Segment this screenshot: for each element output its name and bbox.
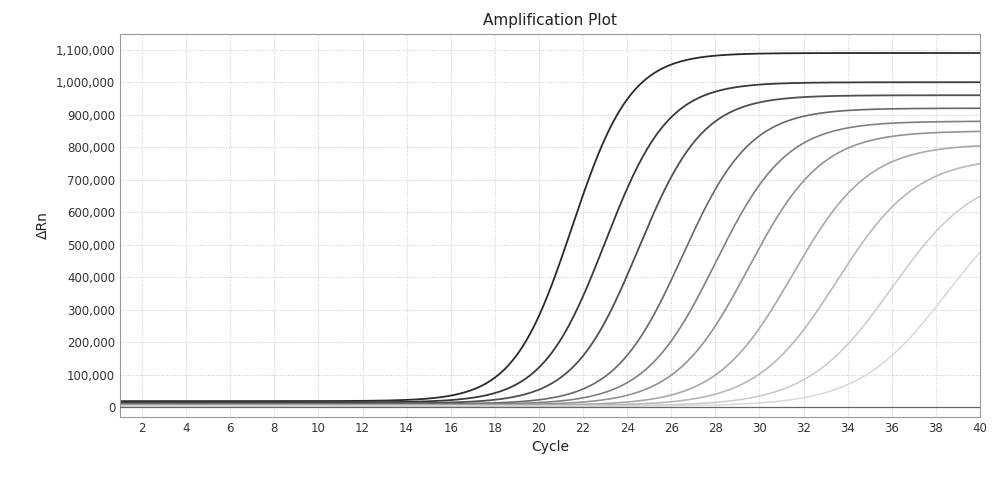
Y-axis label: ΔRn: ΔRn — [36, 211, 50, 239]
Title: Amplification Plot: Amplification Plot — [483, 13, 617, 28]
X-axis label: Cycle: Cycle — [531, 440, 569, 454]
